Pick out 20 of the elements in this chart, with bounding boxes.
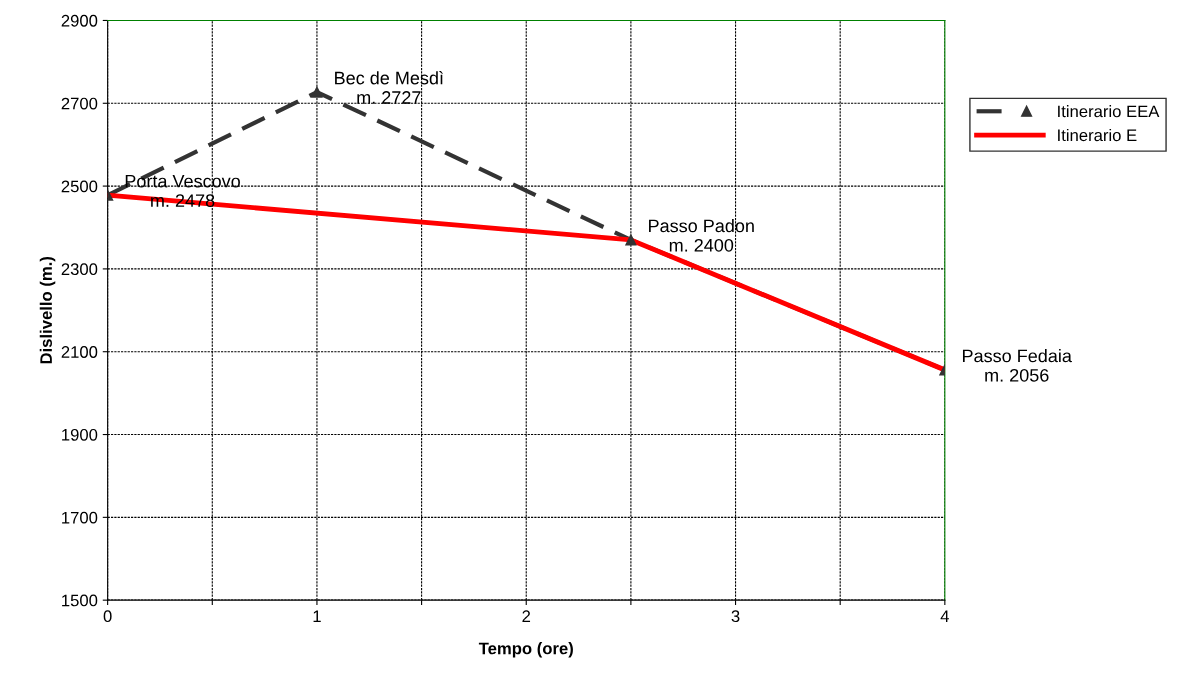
y-tick-label: 1500 <box>62 594 98 607</box>
annotation: Passo Fedaia m. 2056 <box>962 349 1072 382</box>
y-axis-title: Dislivello (m.) <box>39 256 56 364</box>
x-tick-label: 3 <box>731 610 740 623</box>
y-tick-label: 2300 <box>61 263 98 276</box>
annotation: Bec de Mesdì m. 2727 <box>335 70 443 104</box>
y-tick-label: 2700 <box>61 97 98 110</box>
x-tick-label: 2 <box>522 610 531 622</box>
legend-label: Itinerario EEA <box>1058 105 1160 118</box>
x-tick-label: 1 <box>313 610 321 622</box>
annotation: Passo Padon m. 2400 <box>649 219 754 252</box>
y-tick-label: 2100 <box>61 346 98 358</box>
y-tick-label: 1900 <box>62 428 98 441</box>
y-tick-label: 2500 <box>61 180 98 193</box>
x-tick-label: 4 <box>940 610 949 622</box>
y-tick-label: 1700 <box>62 511 98 524</box>
x-tick-label: 0 <box>103 610 112 623</box>
legend-label: Itinerario E <box>1058 128 1137 142</box>
y-tick-label: 2900 <box>61 14 98 27</box>
x-axis-title: Tempo (ore) <box>478 642 573 658</box>
